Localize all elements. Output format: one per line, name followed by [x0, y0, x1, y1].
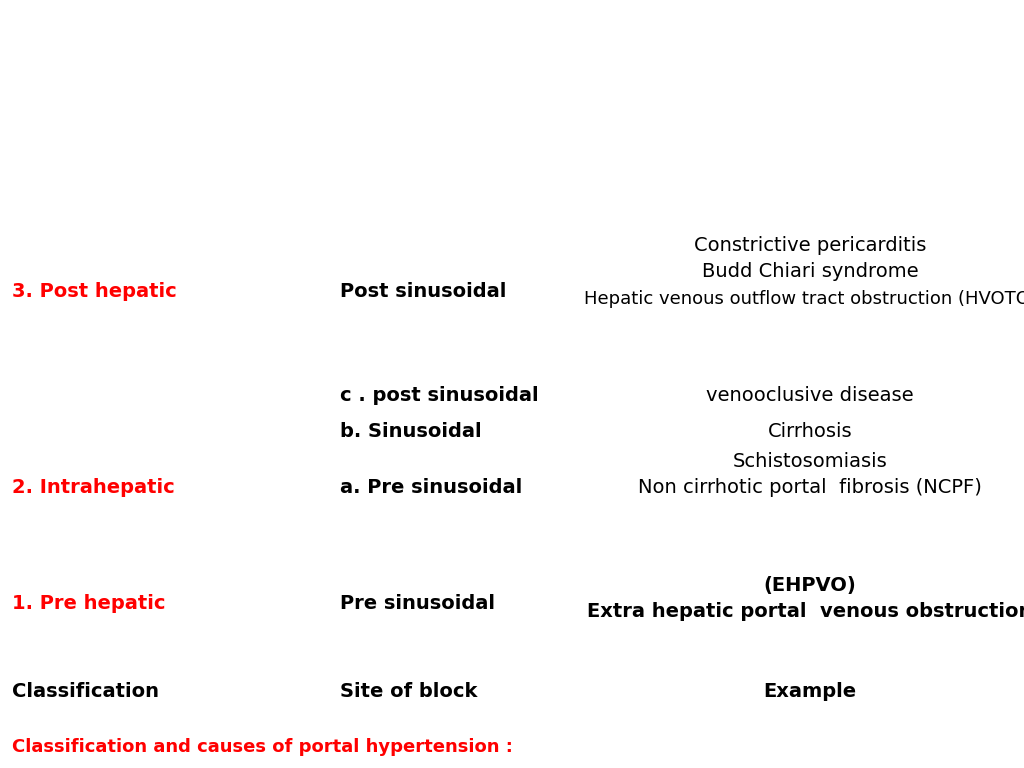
Text: Schistosomiasis: Schistosomiasis — [732, 452, 888, 471]
Text: Constrictive pericarditis: Constrictive pericarditis — [694, 236, 926, 255]
Text: c . post sinusoidal: c . post sinusoidal — [340, 386, 539, 405]
Text: Cirrhosis: Cirrhosis — [768, 422, 852, 441]
Text: Classification: Classification — [12, 682, 159, 701]
Text: a. Pre sinusoidal: a. Pre sinusoidal — [340, 478, 522, 497]
Text: Budd Chiari syndrome: Budd Chiari syndrome — [701, 262, 919, 281]
Text: Classification and causes of portal hypertension :: Classification and causes of portal hype… — [12, 738, 513, 756]
Text: Site of block: Site of block — [340, 682, 477, 701]
Text: (EHPVO): (EHPVO) — [764, 576, 856, 595]
Text: Example: Example — [764, 682, 856, 701]
Text: Hepatic venous outflow tract obstruction (HVOTO): Hepatic venous outflow tract obstruction… — [584, 290, 1024, 308]
Text: Post sinusoidal: Post sinusoidal — [340, 282, 507, 301]
Text: 2. Intrahepatic: 2. Intrahepatic — [12, 478, 175, 497]
Text: 3. Post hepatic: 3. Post hepatic — [12, 282, 177, 301]
Text: Extra hepatic portal  venous obstruction: Extra hepatic portal venous obstruction — [588, 602, 1024, 621]
Text: b. Sinusoidal: b. Sinusoidal — [340, 422, 481, 441]
Text: Pre sinusoidal: Pre sinusoidal — [340, 594, 495, 613]
Text: venooclusive disease: venooclusive disease — [707, 386, 913, 405]
Text: 1. Pre hepatic: 1. Pre hepatic — [12, 594, 166, 613]
Text: Non cirrhotic portal  fibrosis (NCPF): Non cirrhotic portal fibrosis (NCPF) — [638, 478, 982, 497]
